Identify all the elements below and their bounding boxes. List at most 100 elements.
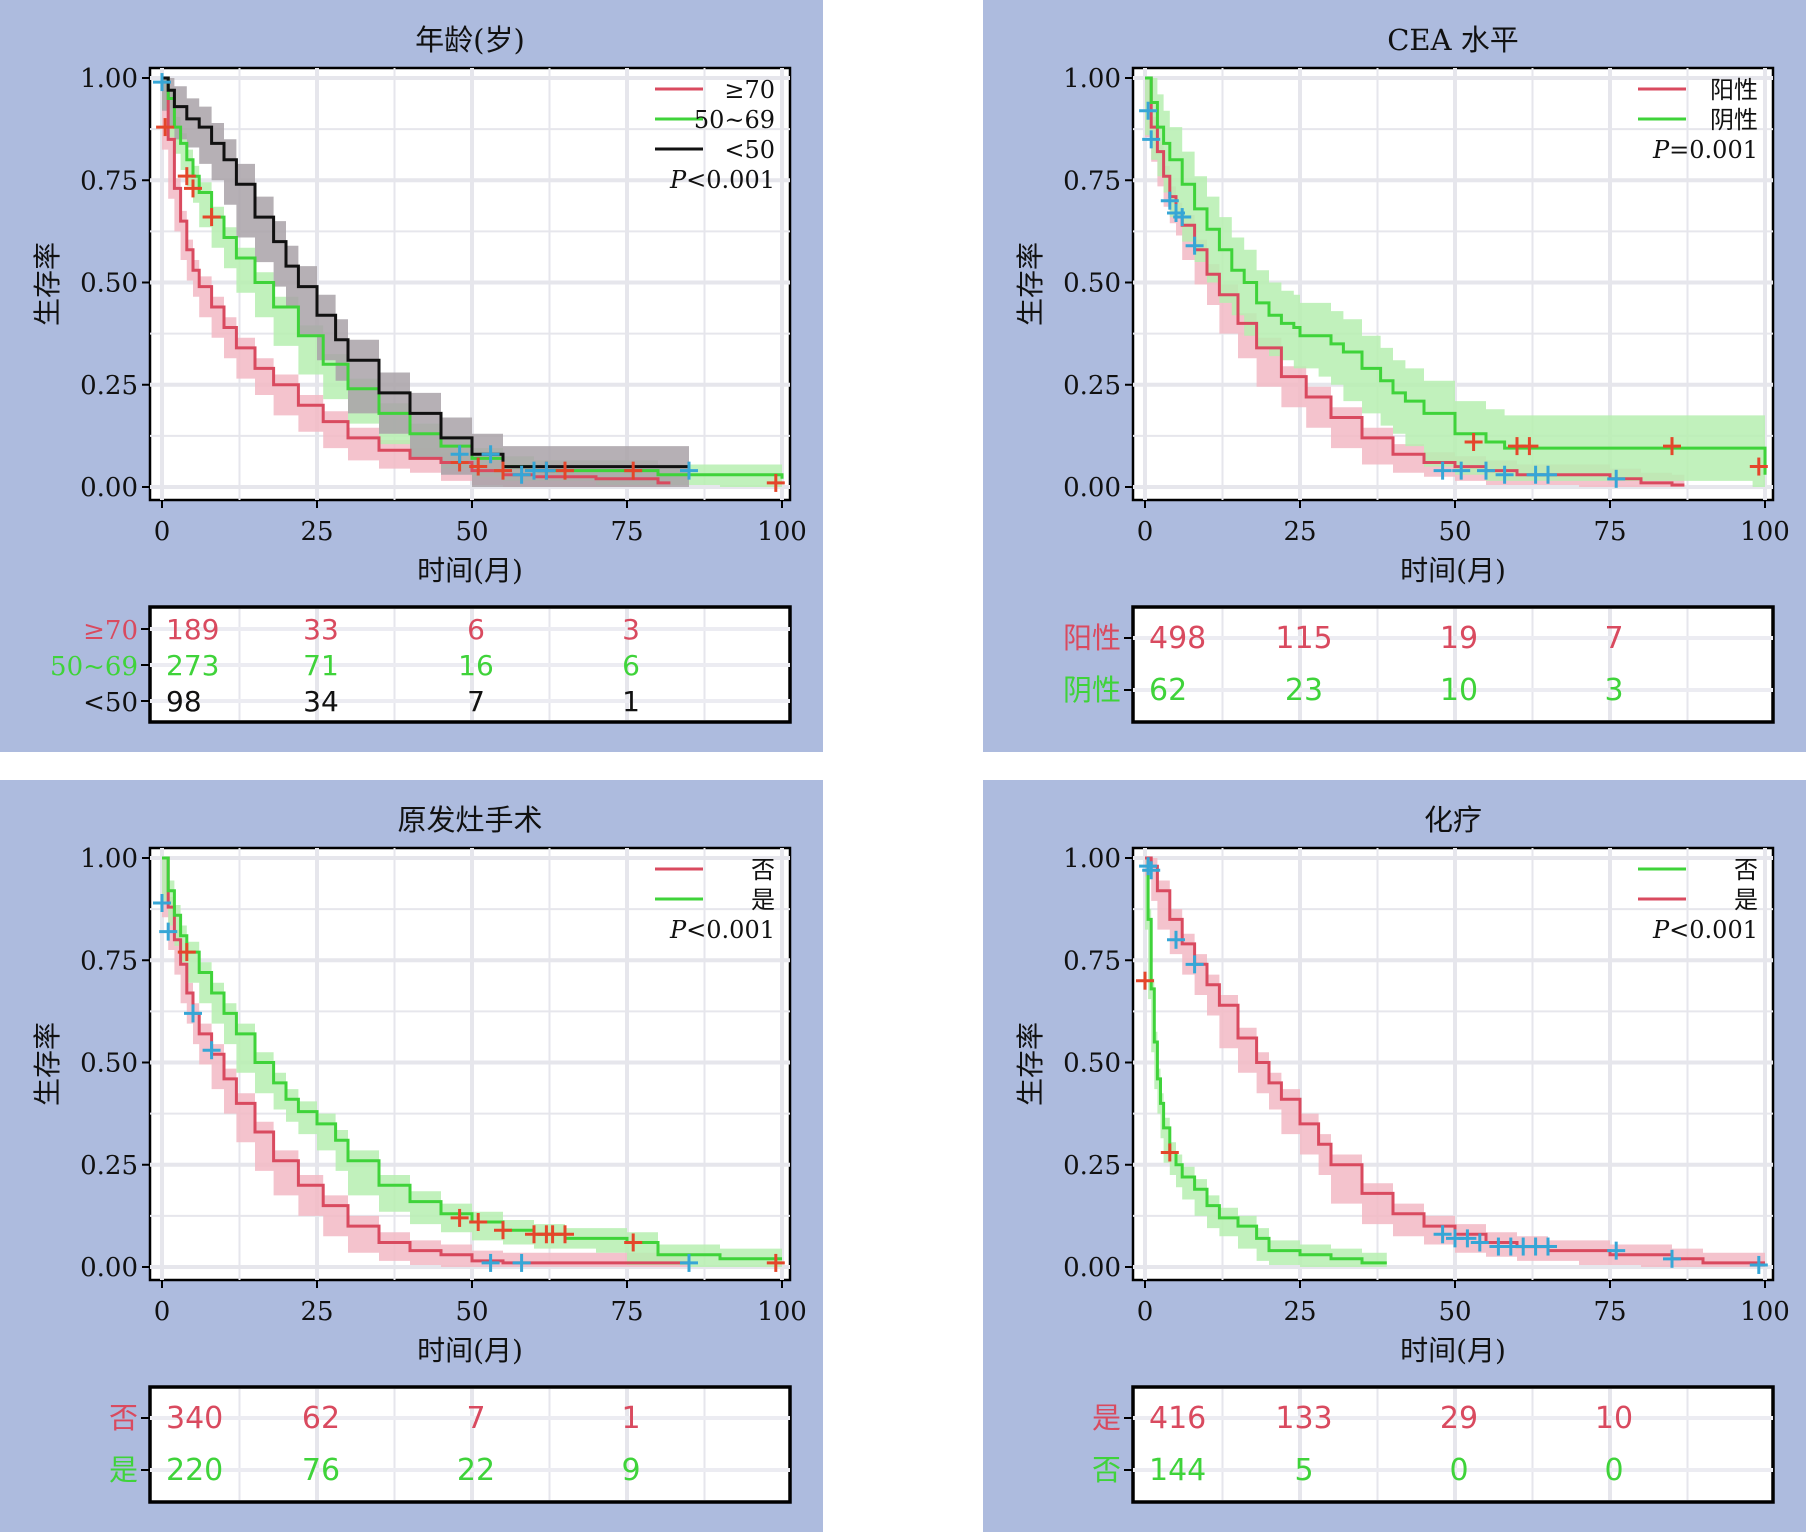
censor-mark-red bbox=[556, 461, 574, 480]
risk-count: 29 bbox=[1440, 1401, 1478, 1436]
censor-mark-blue bbox=[1185, 236, 1204, 255]
legend-label: 否 bbox=[751, 856, 775, 884]
risk-row-label: 是 bbox=[109, 1453, 138, 1487]
y-tick-label: 0.75 bbox=[1063, 166, 1121, 196]
censor-mark-blue bbox=[159, 922, 178, 941]
legend-label: 50~69 bbox=[694, 106, 775, 134]
censor-mark-red bbox=[494, 461, 512, 480]
censor-mark-red bbox=[184, 179, 202, 198]
p-value: P<0.001 bbox=[669, 916, 775, 944]
panel-chemotherapy: 化疗0.000.250.500.751.000 25 50 75 100时间(月)生存率… bbox=[983, 780, 1806, 1532]
censor-mark-blue bbox=[1607, 1241, 1626, 1260]
legend: 否是P<0.001 bbox=[655, 856, 775, 944]
y-tick-label: 0.25 bbox=[80, 371, 138, 401]
risk-count: 416 bbox=[1149, 1401, 1206, 1436]
x-tick-label: 100 bbox=[757, 517, 807, 547]
x-tick-label: 0 bbox=[154, 1297, 171, 1327]
risk-count: 71 bbox=[303, 649, 339, 682]
y-tick-label: 0.75 bbox=[80, 166, 138, 196]
chart-title: 年龄(岁) bbox=[415, 23, 525, 57]
censor-mark-blue bbox=[481, 1253, 500, 1272]
y-tick-label: 0.00 bbox=[1063, 473, 1121, 503]
x-tick-label: 50 bbox=[1438, 1297, 1471, 1327]
p-value-text: <0.001 bbox=[686, 166, 775, 194]
risk-count: 19 bbox=[1440, 621, 1478, 656]
chart-title: 化疗 bbox=[1424, 803, 1482, 837]
x-tick-label: 0 bbox=[1137, 517, 1154, 547]
censor-mark-red bbox=[1663, 437, 1681, 456]
risk-row-label: 阴性 bbox=[1063, 673, 1121, 707]
y-axis-label: 生存率 bbox=[31, 1022, 64, 1106]
y-tick-label: 0.00 bbox=[80, 1253, 138, 1283]
censor-mark-blue bbox=[1458, 1229, 1477, 1248]
p-value-text: <0.001 bbox=[686, 916, 775, 944]
risk-count: 62 bbox=[1149, 673, 1187, 708]
legend-label: 是 bbox=[1734, 886, 1758, 914]
survival-curve-red bbox=[162, 856, 689, 1265]
x-tick-label: 50 bbox=[1438, 517, 1471, 547]
risk-count: 6 bbox=[622, 649, 640, 682]
x-axis-label: 时间(月) bbox=[1400, 554, 1506, 587]
risk-count: 62 bbox=[302, 1401, 340, 1436]
x-tick-label: 0 bbox=[1137, 1297, 1154, 1327]
x-tick-label: 75 bbox=[1593, 1297, 1626, 1327]
censor-mark-blue bbox=[1452, 461, 1471, 480]
censor-mark-blue bbox=[680, 1253, 698, 1272]
y-tick-label: 0.50 bbox=[80, 1049, 138, 1079]
p-value-letter: P bbox=[669, 166, 687, 194]
risk-count: 33 bbox=[303, 613, 339, 646]
y-tick-label: 1.00 bbox=[1063, 844, 1121, 874]
censor-mark-blue bbox=[450, 445, 469, 464]
censor-mark-red bbox=[469, 1213, 488, 1232]
censor-mark-blue bbox=[680, 461, 698, 480]
legend-label: 否 bbox=[1734, 856, 1758, 884]
risk-count: 220 bbox=[166, 1453, 223, 1488]
risk-row-label: 50~69 bbox=[50, 652, 138, 682]
censor-mark-blue bbox=[512, 1253, 531, 1272]
x-tick-label: 0 bbox=[154, 517, 171, 547]
x-tick-label: 75 bbox=[610, 517, 643, 547]
censor-mark-blue bbox=[153, 73, 171, 92]
risk-count: 10 bbox=[1440, 673, 1478, 708]
ci-band-red bbox=[162, 858, 689, 1267]
legend-label: 阳性 bbox=[1710, 76, 1758, 104]
censor-mark-blue bbox=[1470, 1233, 1489, 1252]
censor-mark-blue bbox=[1539, 465, 1557, 484]
survival-curve-green bbox=[1145, 856, 1387, 1265]
censor-mark-blue bbox=[1142, 861, 1161, 880]
risk-count: 5 bbox=[1294, 1453, 1313, 1488]
p-value: P<0.001 bbox=[1652, 916, 1758, 944]
x-tick-label: 25 bbox=[300, 517, 333, 547]
censor-mark-blue bbox=[184, 1004, 202, 1023]
y-tick-label: 0.75 bbox=[1063, 946, 1121, 976]
censor-mark-red bbox=[177, 943, 196, 962]
censor-mark-blue bbox=[1477, 461, 1495, 480]
risk-row-label: 阳性 bbox=[1063, 621, 1121, 655]
risk-grid bbox=[1133, 1389, 1773, 1500]
censor-mark-red bbox=[469, 457, 488, 476]
risk-count: 22 bbox=[457, 1453, 495, 1488]
censor-mark-blue bbox=[1160, 191, 1179, 210]
x-tick-label: 100 bbox=[1740, 1297, 1790, 1327]
censor-mark-red bbox=[766, 473, 785, 492]
risk-count: 98 bbox=[166, 685, 202, 718]
ci-band-green bbox=[1145, 78, 1765, 487]
risk-count: 133 bbox=[1275, 1401, 1332, 1436]
risk-row-label: <50 bbox=[83, 688, 138, 718]
censor-mark-blue bbox=[537, 461, 556, 480]
censor-mark-blue bbox=[1433, 461, 1452, 480]
x-axis-label: 时间(月) bbox=[1400, 1334, 1506, 1367]
x-tick-label: 25 bbox=[1283, 517, 1316, 547]
legend-label: 阴性 bbox=[1710, 106, 1758, 134]
x-tick-label: 25 bbox=[1283, 1297, 1316, 1327]
y-axis-label: 生存率 bbox=[1014, 242, 1047, 326]
risk-count: 7 bbox=[466, 1401, 485, 1436]
censor-mark-blue bbox=[1663, 1249, 1681, 1268]
legend: 否是P<0.001 bbox=[1638, 856, 1758, 944]
y-tick-label: 1.00 bbox=[1063, 64, 1121, 94]
y-tick-label: 0.25 bbox=[1063, 1151, 1121, 1181]
risk-count: 0 bbox=[1604, 1453, 1623, 1488]
y-tick-label: 0.50 bbox=[1063, 1049, 1121, 1079]
censor-mark-red bbox=[556, 1225, 574, 1244]
